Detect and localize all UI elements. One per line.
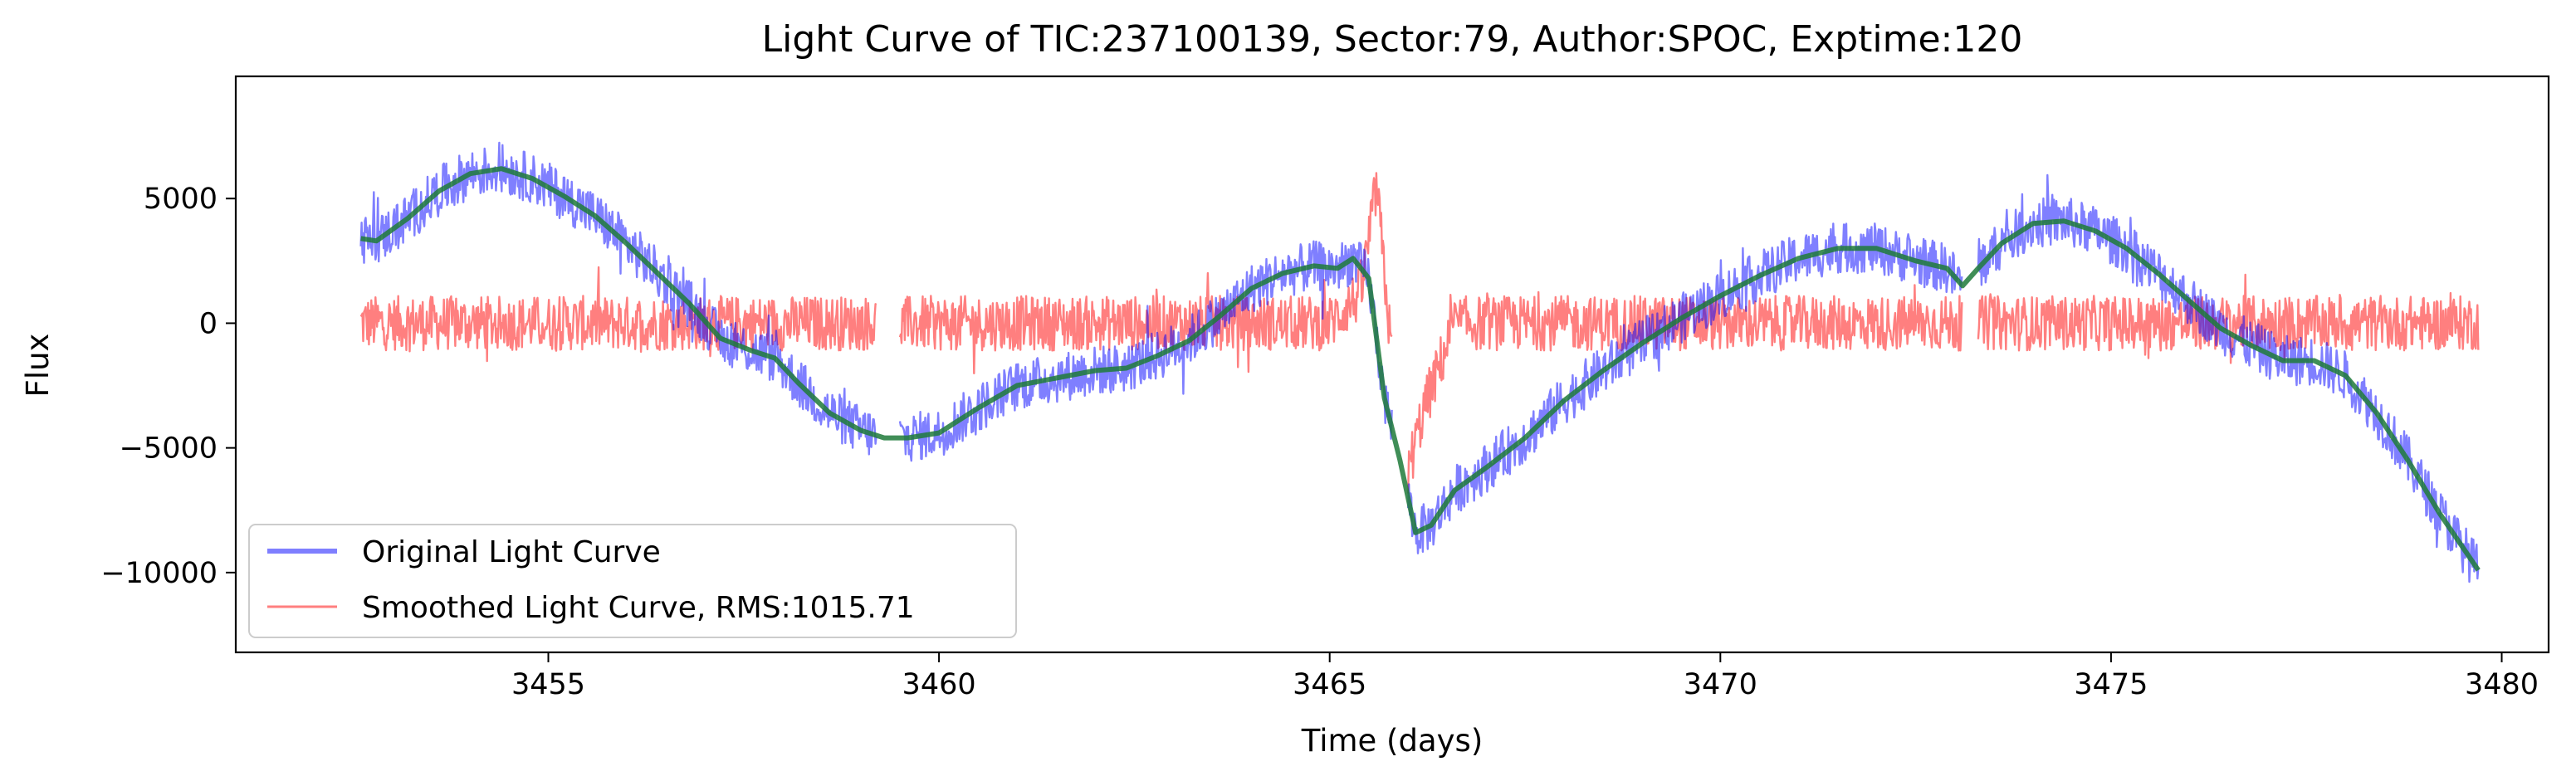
y-axis: 5000 0 −5000 −10000 — [100, 183, 236, 590]
legend-label-original: Original Light Curve — [362, 535, 661, 569]
series-original-light-curve — [359, 141, 2480, 583]
x-axis-label: Time (days) — [1301, 723, 1484, 759]
legend: Original Light Curve Smoothed Light Curv… — [248, 524, 1017, 638]
y-tick-label: −5000 — [120, 432, 218, 466]
chart-title: Light Curve of TIC:237100139, Sector:79,… — [762, 18, 2023, 61]
x-tick-label: 3470 — [1684, 668, 1757, 701]
x-tick-label: 3465 — [1293, 668, 1366, 701]
x-tick-label: 3475 — [2074, 668, 2148, 701]
x-axis: 3455 3460 3465 3470 3475 3480 — [511, 652, 2539, 701]
plot-frame — [234, 75, 2550, 654]
x-tick-label: 3460 — [902, 668, 976, 701]
series-smoothed-light-curve — [359, 172, 2480, 494]
y-tick-label: −10000 — [100, 557, 218, 590]
legend-label-smoothed: Smoothed Light Curve, RMS:1015.71 — [362, 591, 915, 625]
series-trend-line — [360, 166, 2481, 572]
y-axis-label: Flux — [20, 334, 56, 398]
legend-box — [248, 524, 1017, 638]
plot-area — [359, 141, 2481, 583]
y-tick-label: 5000 — [144, 183, 218, 216]
y-tick-label: 0 — [199, 307, 218, 340]
x-tick-label: 3455 — [511, 668, 585, 701]
x-tick-label: 3480 — [2465, 668, 2539, 701]
